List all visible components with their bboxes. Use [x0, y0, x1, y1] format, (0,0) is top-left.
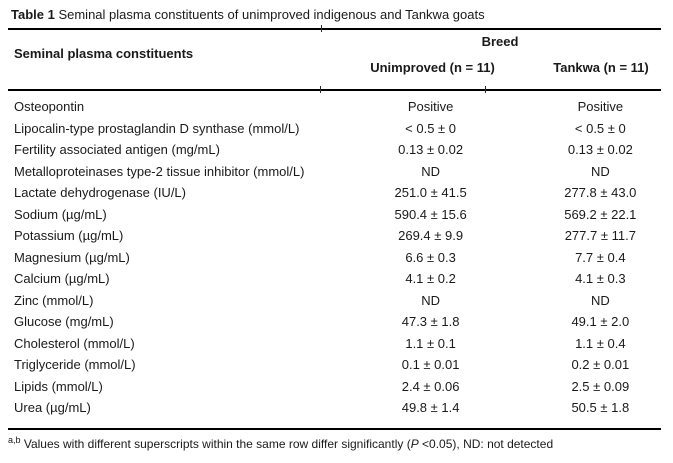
footnote-p-symbol: P [410, 437, 419, 451]
column-border-tick [320, 86, 321, 93]
table-row: Magnesium (µg/mL) 6.6 ± 0.3 7.7 ± 0.4 [0, 247, 673, 269]
table-row: Cholesterol (mmol/L) 1.1 ± 0.1 1.1 ± 0.4 [0, 333, 673, 355]
unimproved-value: 4.1 ± 0.2 [405, 271, 456, 287]
tankwa-value: 277.7 ± 11.7 [564, 228, 636, 244]
unimproved-value: ND [421, 163, 440, 179]
table-row: Urea (µg/mL) 49.8 ± 1.4 50.5 ± 1.8 [0, 397, 673, 419]
footnote-text: Values with different superscripts withi… [20, 437, 411, 451]
constituent-cell: Urea (µg/mL) [14, 400, 91, 416]
constituent-cell: Sodium (µg/mL) [14, 206, 107, 222]
table-row: Metalloproteinases type-2 tissue inhibit… [0, 161, 673, 183]
unimproved-value: 6.6 ± 0.3 [405, 249, 456, 265]
table-row: Lactate dehydrogenase (IU/L) 251.0 ± 41.5… [0, 182, 673, 204]
unimproved-value: 0.13 ± 0.02 [398, 142, 464, 158]
tankwa-value: 1.1 ± 0.4 [575, 335, 626, 351]
constituent-cell: Magnesium (µg/mL) [14, 249, 130, 265]
divider-top [8, 28, 661, 30]
unimproved-value: 590.4 ± 15.6 [394, 206, 467, 222]
unimproved-value: Positive [407, 99, 454, 115]
tankwa-value: 7.7 ± 0.4 [575, 249, 626, 265]
constituent-cell: Glucose (mg/mL) [14, 314, 114, 330]
divider-bottom [8, 428, 661, 430]
constituent-cell: Potassium (µg/mL) [14, 228, 124, 244]
header-breed-group: Breed [481, 34, 519, 49]
table-caption: Seminal plasma constituents of unimprove… [54, 7, 485, 22]
unimproved-value: < 0.5 ± 0 [405, 120, 457, 136]
column-border-tick [485, 86, 486, 93]
constituent-cell: Fertility associated antigen (mg/mL) [14, 142, 220, 158]
table-row: Lipids (mmol/L) 2.4 ± 0.06 2.5 ± 0.09 [0, 376, 673, 398]
tankwa-value: 277.8 ± 43.0 [564, 185, 637, 201]
unimproved-value: 1.1 ± 0.1 [405, 335, 456, 351]
tankwa-value: 2.5 ± 0.09 [571, 378, 630, 394]
unimproved-value: 2.4 ± 0.06 [401, 378, 460, 394]
tankwa-value: < 0.5 ± 0 [574, 120, 626, 136]
tankwa-value: 0.13 ± 0.02 [567, 142, 633, 158]
unimproved-value: 49.8 ± 1.4 [401, 400, 460, 416]
footnote-text-end: <0.05), ND: not detected [418, 437, 554, 451]
constituent-cell: Lactate dehydrogenase (IU/L) [14, 185, 186, 201]
table-row: Zinc (mmol/L) ND ND [0, 290, 673, 312]
constituent-cell: Triglyceride (mmol/L) [14, 357, 136, 373]
constituent-cell: Lipocalin-type prostaglandin D synthase … [14, 120, 300, 136]
table-body: Osteopontin Positive Positive Lipocalin-ty… [0, 96, 673, 419]
table-row: Sodium (µg/mL) 590.4 ± 15.6 569.2 ± 22.1 [0, 204, 673, 226]
header-constituents: Seminal plasma constituents [14, 46, 194, 61]
column-border-tick [321, 25, 322, 32]
constituent-cell: Lipids (mmol/L) [14, 378, 103, 394]
table-row: Lipocalin-type prostaglandin D synthase … [0, 118, 673, 140]
tankwa-value: 569.2 ± 22.1 [564, 206, 637, 222]
tankwa-value: 4.1 ± 0.3 [575, 271, 626, 287]
tankwa-value: 50.5 ± 1.8 [571, 400, 630, 416]
constituent-cell: Metalloproteinases type-2 tissue inhibit… [14, 163, 305, 179]
constituent-cell: Calcium (µg/mL) [14, 271, 110, 287]
table-row: Fertility associated antigen (mg/mL) 0.13… [0, 139, 673, 161]
header-tankwa: Tankwa (n = 11) [553, 60, 649, 75]
tankwa-value: ND [590, 292, 610, 308]
table-title: Table 1 Seminal plasma constituents of u… [11, 7, 485, 22]
tankwa-value: Positive [577, 99, 624, 115]
tankwa-value: 0.2 ± 0.01 [571, 357, 630, 373]
constituent-cell: Cholesterol (mmol/L) [14, 335, 135, 351]
table-row: Triglyceride (mmol/L) 0.1 ± 0.01 0.2 ± 0.0… [0, 354, 673, 376]
unimproved-value: 47.3 ± 1.8 [401, 314, 460, 330]
table-footnote: a,b Values with different superscripts w… [8, 435, 554, 452]
table-row: Osteopontin Positive Positive [0, 96, 673, 118]
divider-header [8, 89, 661, 91]
unimproved-value: ND [421, 292, 440, 308]
table-row: Calcium (µg/mL) 4.1 ± 0.2 4.1 ± 0.3 [0, 268, 673, 290]
tankwa-value: ND [590, 163, 610, 179]
table-row: Glucose (mg/mL) 47.3 ± 1.8 49.1 ± 2.0 [0, 311, 673, 333]
unimproved-value: 251.0 ± 41.5 [394, 185, 467, 201]
tankwa-value: 49.1 ± 2.0 [571, 314, 630, 330]
constituent-cell: Osteopontin [14, 99, 85, 115]
table-number-label: Table 1 [11, 7, 55, 22]
constituent-cell: Zinc (mmol/L) [14, 292, 94, 308]
header-unimproved: Unimproved (n = 11) [370, 60, 495, 75]
footnote-superscript: a,b [8, 435, 21, 445]
table-row: Potassium (µg/mL) 269.4 ± 9.9 277.7 ± 11.7 [0, 225, 673, 247]
unimproved-value: 269.4 ± 9.9 [398, 228, 464, 244]
unimproved-value: 0.1 ± 0.01 [401, 357, 460, 373]
